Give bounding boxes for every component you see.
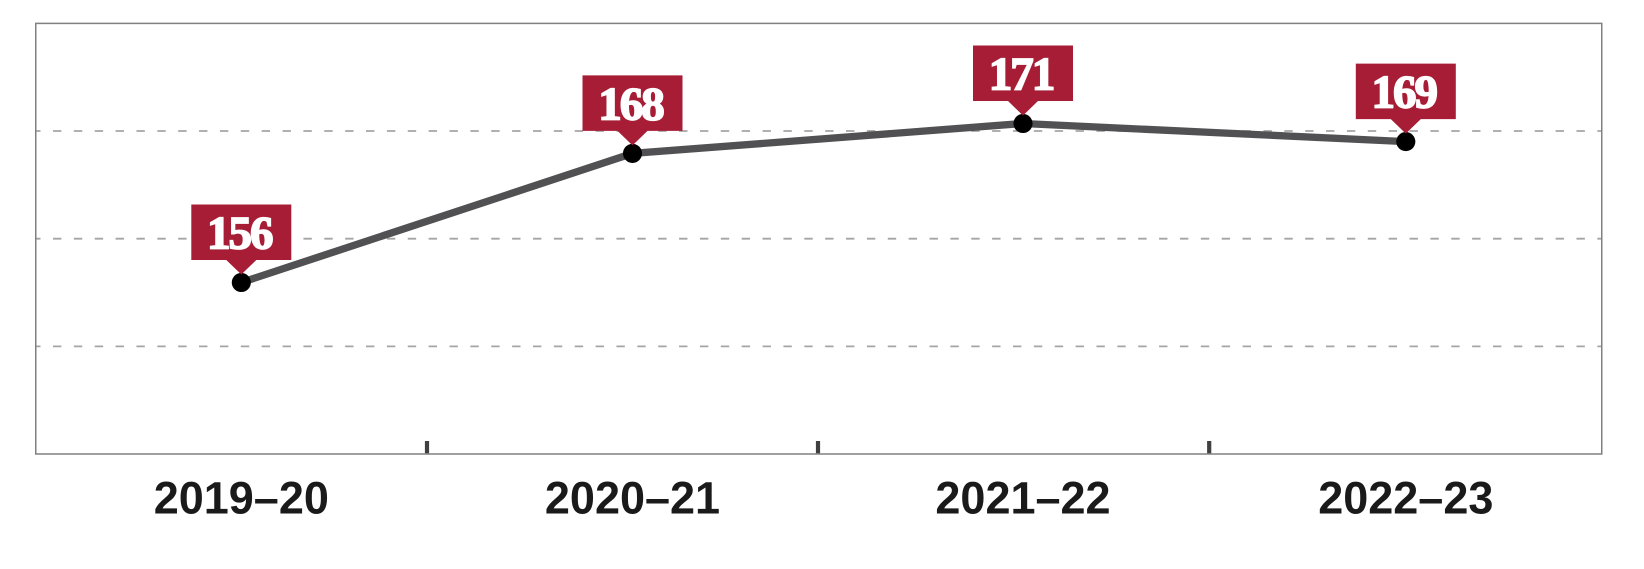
svg-text:2019–20: 2019–20 — [154, 473, 329, 524]
svg-text:169: 169 — [1372, 67, 1437, 119]
svg-text:168: 168 — [598, 79, 663, 131]
svg-text:171: 171 — [989, 49, 1054, 101]
svg-text:2022–23: 2022–23 — [1318, 473, 1493, 524]
svg-text:2020–21: 2020–21 — [545, 473, 720, 524]
svg-text:156: 156 — [207, 208, 273, 260]
svg-text:2021–22: 2021–22 — [935, 473, 1110, 524]
